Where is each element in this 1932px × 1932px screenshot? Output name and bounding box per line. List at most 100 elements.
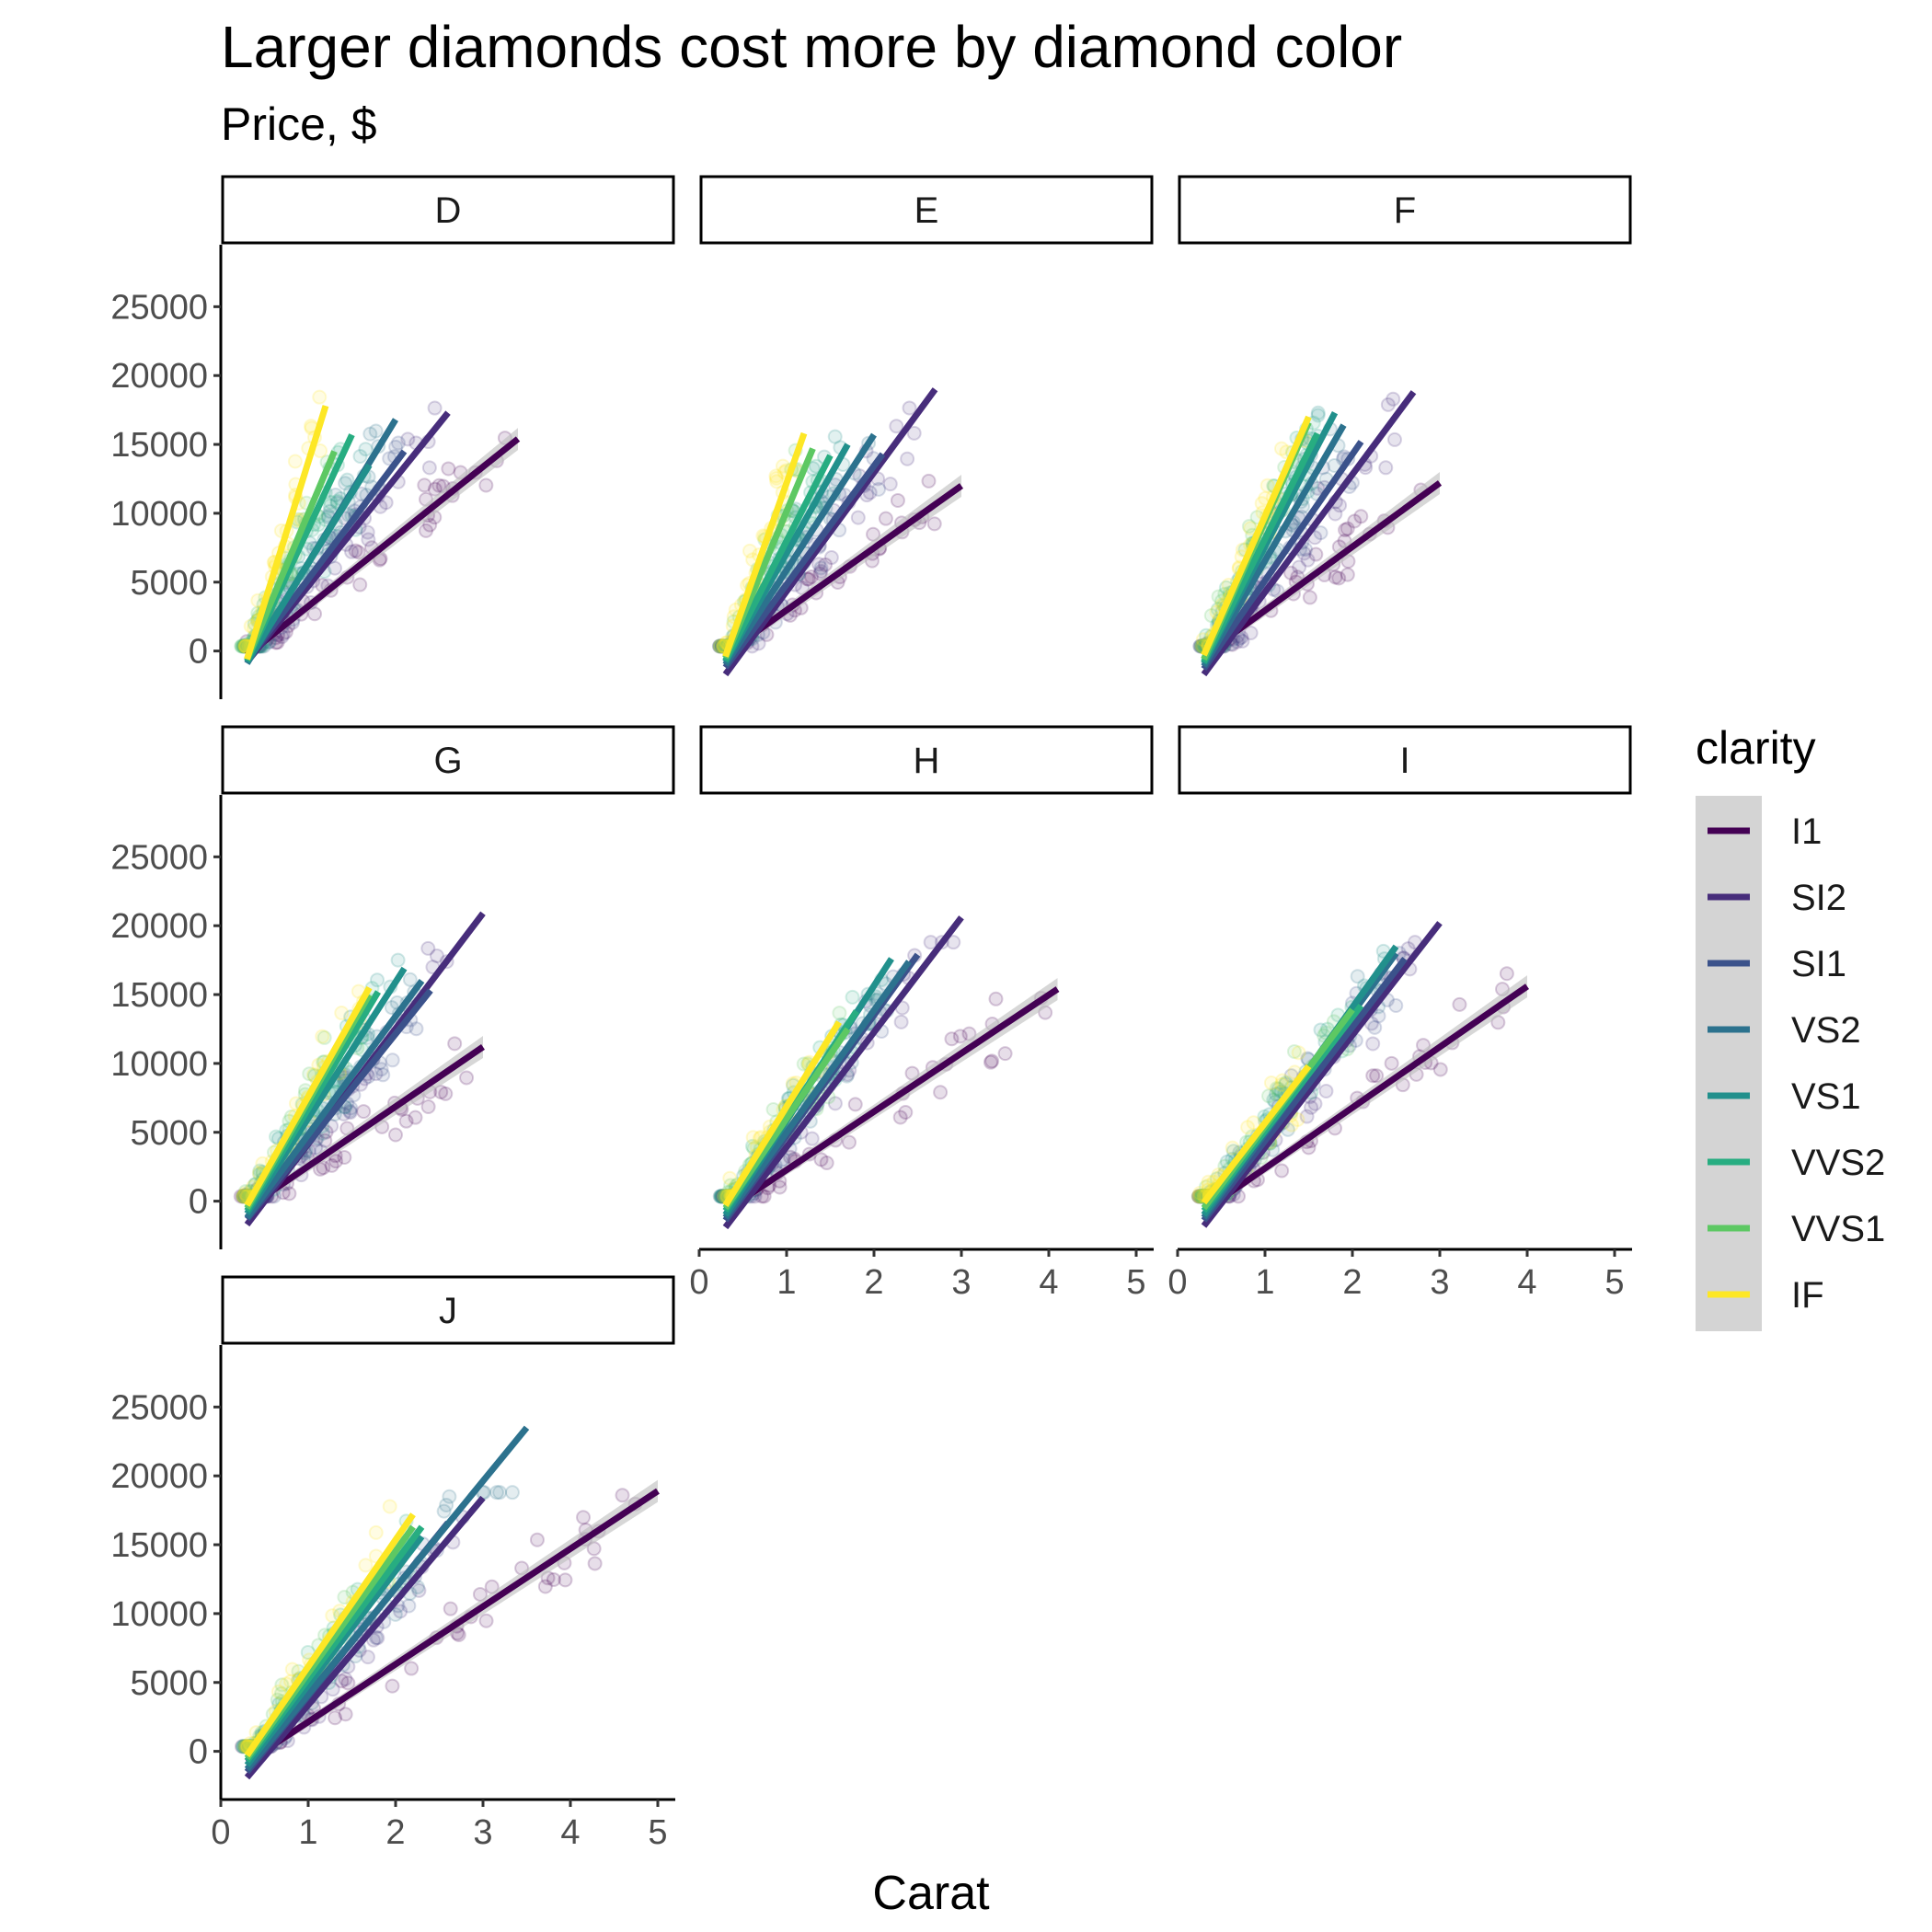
fit-lines [1201,390,1443,677]
scatter-point [1318,1083,1334,1098]
fit-line-SI1 [722,452,886,670]
scatter-point [1302,590,1317,605]
scatter-point [342,1105,358,1121]
scatter-point [1263,1075,1279,1091]
scatter-point [443,1601,458,1616]
scatter-point [368,423,384,439]
y-tick-label: 25000 [110,1388,208,1427]
scatter-point [316,1029,332,1045]
scatter-point [390,435,406,451]
scatter-point [338,1672,353,1687]
scatter-point [926,516,942,532]
scatter-point [878,511,893,526]
scatter-point [952,1029,968,1044]
scatter-point [722,1170,738,1186]
y-tick-label: 15000 [110,976,208,1015]
legend-label: VVS2 [1791,1143,1885,1183]
scatter-point [323,494,339,510]
y-tick-label: 15000 [110,1526,208,1565]
legend-label: SI1 [1791,944,1846,984]
facet-strip [221,175,675,245]
scatter-point [459,1070,475,1086]
scatter-point [385,1678,400,1694]
scatter-point [336,1106,351,1121]
scatter-point [388,439,404,454]
scatter-point [360,524,375,540]
y-tick-label: 25000 [110,288,208,327]
facet-strip-label: H [914,741,940,781]
scatter-point [1308,546,1324,562]
scatter-point [1274,1163,1290,1179]
scatter-point [890,492,905,508]
scatter-point [768,470,784,486]
scatter-point [375,1067,391,1083]
x-tick-label: 5 [1126,1263,1145,1302]
chart-subtitle: Price, $ [221,98,377,150]
scatter-point [390,952,406,968]
scatter-point [302,1066,317,1082]
scatter-point [842,1134,857,1150]
scatter-point [328,487,343,502]
y-tick-label: 0 [189,1183,208,1222]
scatter-point [1347,513,1363,529]
y-tick-label: 5000 [130,1664,208,1703]
scatter-point [270,635,285,650]
x-tick-label: 0 [689,1263,708,1302]
y-tick-label: 20000 [110,357,208,396]
x-axis-title: Carat [872,1867,990,1920]
scatter-point [422,517,438,533]
scatter-point [1499,966,1514,982]
scatter-point [402,972,418,987]
x-tick-label: 3 [951,1263,971,1302]
scatter-point [827,429,843,444]
scatter-point [368,1524,384,1540]
scatter-point [587,1556,603,1571]
fit-line-IF [722,431,808,658]
scatter-point [1340,521,1355,536]
scatter-point [385,1052,400,1068]
scatter-point [823,550,839,566]
scatter-point [478,1613,494,1628]
fit-line-VS2 [1201,423,1347,668]
x-tick-label: 0 [211,1813,230,1852]
scatter-point [284,1662,300,1677]
scatter-point [871,481,887,497]
fit-line-SI2 [1201,390,1417,677]
scatter-point [529,1532,545,1547]
scatter-point [1292,559,1307,575]
scatter-point [324,1157,339,1173]
legend-label: I1 [1791,811,1822,852]
scatter-point [900,451,915,466]
scatter-point [988,991,1004,1006]
y-tick-label: 25000 [110,838,208,877]
scatter-point [742,543,757,558]
scatter-point [420,1098,436,1114]
scatter-point [343,1100,359,1116]
y-tick-label: 10000 [110,1045,208,1084]
legend-label: VVS1 [1791,1209,1885,1249]
scatter-point [433,1085,449,1100]
scatter-point [1386,391,1401,407]
facet-panel-G: G 0 5000 10000 15000 20000 25000 [110,725,675,1249]
fit-line-I1 [245,436,521,658]
scatter-point [361,532,376,547]
scatter-point [1331,570,1347,586]
fit-line-IF [244,405,329,661]
facet-strip-label: F [1394,190,1416,231]
scatter-point [576,1510,592,1525]
scatter-point [358,1558,374,1573]
y-tick-label: 5000 [130,564,208,603]
x-tick-label: 5 [648,1813,667,1852]
scatter-point [441,461,456,477]
scatter-point [1235,633,1250,649]
scatter-point [400,431,416,447]
y-tick-label: 0 [189,633,208,672]
legend-label: IF [1791,1275,1824,1316]
scatter-point [1432,1062,1448,1077]
facet-panel-J: J 0 5000 10000 15000 20000 25000 0 1 2 3 4 5 [110,1275,675,1852]
scatter-point [1328,569,1343,585]
scatter-point [342,1103,358,1119]
scatter-point [615,1488,630,1503]
